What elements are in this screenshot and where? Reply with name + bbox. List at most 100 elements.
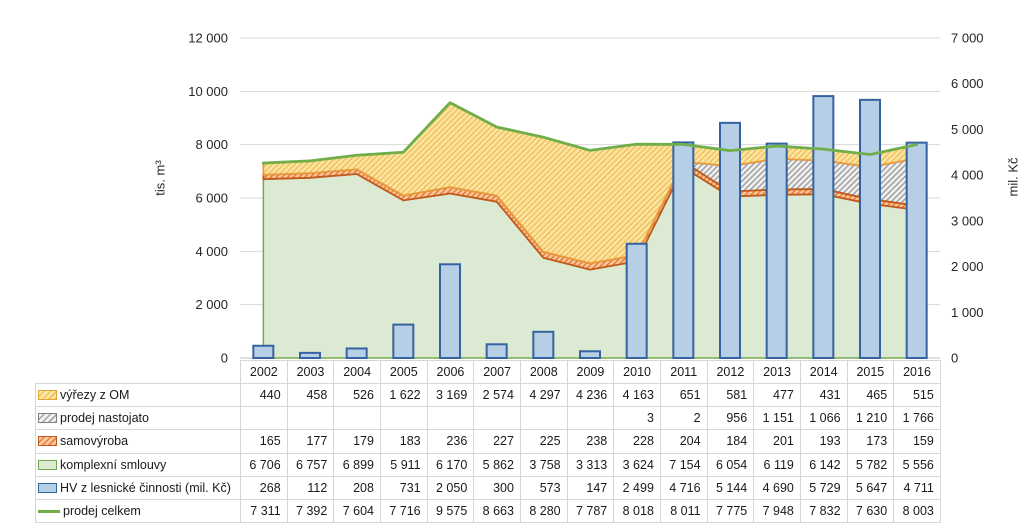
legend-swatch-hatch-gray	[38, 413, 57, 424]
year-label: 2009	[566, 359, 615, 385]
table-value-cell	[240, 406, 288, 431]
table-value-cell	[473, 406, 521, 431]
table-value-cell: 3 758	[519, 452, 568, 477]
data-table: 2002 2003 2004 2005 2006 2007 2008 2009 2010 2011…	[35, 359, 941, 523]
table-value-cell: 7 832	[799, 498, 848, 523]
table-value-cell: 581	[706, 383, 755, 408]
table-value-cell: 1 151	[753, 406, 801, 431]
legend-swatch-hatch-yellow	[38, 390, 57, 401]
left-axis-tick-label: 4 000	[195, 244, 228, 259]
year-label: 2004	[333, 359, 381, 385]
bar-2002	[252, 344, 275, 359]
right-axis-tick-label: 7 000	[951, 31, 984, 46]
right-axis-tick-label: 3 000	[951, 213, 984, 228]
table-value-cell: 731	[379, 475, 428, 500]
series-label: výřezy z OM	[60, 388, 130, 403]
table-value-cell: 2 499	[613, 475, 661, 500]
table-corner-blank	[36, 361, 241, 384]
table-value-cell: 268	[240, 475, 288, 500]
table-value-cell: 6 142	[799, 452, 848, 477]
left-axis-title: tis. m³	[152, 160, 168, 196]
table-row: samovýroba 165 177 179 183 236 227 225 238 228 204…	[35, 429, 941, 454]
table-value-cell: 2	[659, 406, 708, 431]
year-label: 2011	[659, 359, 708, 385]
table-value-cell: 238	[566, 429, 615, 454]
table-value-cell: 458	[286, 383, 335, 408]
table-row: výřezy z OM 440 458 526 1 622 3 169 2 574 4 297…	[35, 383, 941, 408]
series-label-cell: výřezy z OM	[35, 383, 241, 408]
table-value-cell: 6 119	[753, 452, 801, 477]
table-value-cell: 179	[333, 429, 381, 454]
bar-2014	[812, 95, 835, 360]
table-value-cell: 5 782	[846, 452, 895, 477]
table-value-cell: 1 066	[799, 406, 848, 431]
bar-2004	[345, 347, 368, 359]
table-value-cell	[286, 406, 335, 431]
year-label: 2003	[286, 359, 335, 385]
table-value-cell: 7 775	[706, 498, 755, 523]
table-value-cell: 6 899	[333, 452, 381, 477]
year-label: 2015	[846, 359, 895, 385]
table-row: HV z lesnické činnosti (mil. Kč) 268 112 20…	[35, 475, 941, 500]
table-value-cell	[426, 406, 475, 431]
table-value-cell: 7 630	[846, 498, 895, 523]
table-value-cell: 956	[706, 406, 755, 431]
table-value-cell	[379, 406, 428, 431]
table-value-cell: 5 144	[706, 475, 755, 500]
table-value-cell: 201	[753, 429, 801, 454]
year-label: 2008	[519, 359, 568, 385]
table-value-cell: 7 787	[566, 498, 615, 523]
table-value-cell: 5 556	[893, 452, 941, 477]
series-label: HV z lesnické činnosti (mil. Kč)	[60, 480, 231, 495]
series-label-cell: prodej celkem	[35, 498, 241, 523]
bar-2005	[392, 323, 415, 359]
legend-swatch-solid-blue	[38, 482, 57, 493]
table-value-cell: 6 054	[706, 452, 755, 477]
table-value-cell: 515	[893, 383, 941, 408]
bar-2003	[299, 351, 321, 360]
series-label: samovýroba	[60, 434, 129, 449]
series-label-cell: samovýroba	[35, 429, 241, 454]
table-value-cell: 3 624	[613, 452, 661, 477]
table-value-cell: 300	[473, 475, 521, 500]
series-label-cell: HV z lesnické činnosti (mil. Kč)	[35, 475, 241, 500]
left-axis-tick-label: 0	[221, 351, 228, 366]
year-label: 2005	[379, 359, 428, 385]
table-value-cell: 225	[519, 429, 568, 454]
table-value-cell: 7 392	[286, 498, 335, 523]
table-value-cell	[519, 406, 568, 431]
right-axis-tick-label: 0	[951, 351, 958, 366]
right-axis-tick-label: 4 000	[951, 168, 984, 183]
table-value-cell: 7 311	[240, 498, 288, 523]
table-value-cell: 573	[519, 475, 568, 500]
table-value-cell: 526	[333, 383, 381, 408]
left-axis-tick-label: 8 000	[195, 137, 228, 152]
bar-2007	[485, 343, 508, 359]
table-value-cell: 227	[473, 429, 521, 454]
bar-2011	[672, 141, 695, 359]
right-axis-tick-label: 1 000	[951, 305, 984, 320]
year-label: 2014	[799, 359, 848, 385]
year-label: 2010	[613, 359, 661, 385]
series-label: prodej nastojato	[60, 411, 149, 426]
series-label-cell: komplexní smlouvy	[35, 452, 241, 477]
table-value-cell	[333, 406, 381, 431]
prodej-celkem-line	[261, 101, 919, 165]
table-value-cell: 4 690	[753, 475, 801, 500]
table-value-cell: 8 663	[473, 498, 521, 523]
table-value-cell: 465	[846, 383, 895, 408]
table-value-cell: 7 716	[379, 498, 428, 523]
table-value-cell: 159	[893, 429, 941, 454]
table-value-cell: 7 948	[753, 498, 801, 523]
table-value-cell: 3	[613, 406, 661, 431]
table-value-cell: 112	[286, 475, 335, 500]
table-value-cell: 1 766	[893, 406, 941, 431]
table-value-cell: 2 574	[473, 383, 521, 408]
table-value-cell: 1 622	[379, 383, 428, 408]
legend-swatch-solid-green	[38, 459, 57, 470]
left-axis-tick-label: 10 000	[188, 84, 228, 99]
table-value-cell: 5 647	[846, 475, 895, 500]
table-value-cell: 431	[799, 383, 848, 408]
right-axis-title: mil. Kč	[1005, 157, 1021, 197]
